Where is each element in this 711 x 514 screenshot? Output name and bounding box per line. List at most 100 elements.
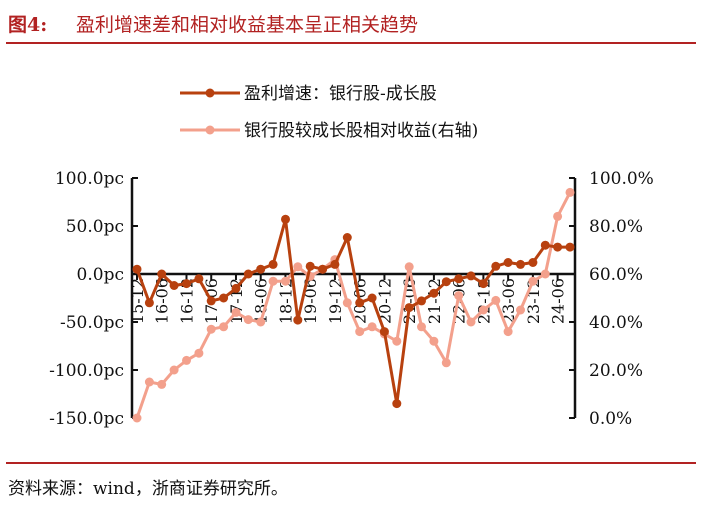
series-2-point [367, 322, 377, 332]
series-2-point [231, 307, 241, 317]
x-tick-label: 19-06 [301, 278, 320, 324]
series-1-point [169, 281, 179, 290]
left-tick-label: -100.0pc [49, 361, 124, 381]
series-2-point [281, 276, 290, 286]
series-2-point [454, 291, 464, 301]
left-tick-label: 0.0pc [77, 265, 124, 285]
series-2-point [478, 305, 488, 315]
series-1-point [132, 264, 142, 274]
series-1-point [565, 242, 575, 252]
series-1-point [293, 315, 303, 325]
x-tick-label: 16-12 [177, 278, 196, 324]
series-2-point [540, 269, 550, 279]
series-2-point [169, 365, 179, 375]
series-1-point [454, 274, 464, 284]
figure-header: 图4: 盈利增速差和相对收益基本呈正相关趋势 [0, 0, 711, 44]
series-1-point [305, 261, 315, 271]
series-1-point [157, 269, 167, 279]
series-1-point [491, 261, 501, 271]
left-tick-label: -50.0pc [60, 313, 124, 333]
series-2-point [132, 413, 142, 423]
series-2-point [144, 377, 154, 387]
x-tick-label: 19-12 [326, 278, 345, 324]
right-tick-label: 20.0% [589, 361, 643, 381]
figure-title: 盈利增速差和相对收益基本呈正相关趋势 [76, 14, 419, 36]
series-layer [132, 187, 575, 423]
series-1-point [243, 269, 253, 279]
series-2-point [503, 327, 513, 337]
header-rule [6, 42, 696, 44]
series-1-point [318, 264, 328, 274]
series-1-point [528, 258, 538, 267]
series-1-point [281, 214, 290, 224]
legend: 盈利增速：银行股-成长股 银行股较成长股相对收益(右轴) [180, 84, 478, 141]
left-tick-label: -150.0pc [49, 409, 124, 429]
legend-marker-series-2 [205, 125, 215, 135]
series-1-point [516, 259, 525, 269]
series-2-point [404, 262, 414, 272]
series-1-point [478, 279, 488, 289]
series-1-point [553, 242, 563, 252]
series-2-point [243, 315, 253, 325]
right-tick-label: 60.0% [589, 265, 643, 285]
legend-marker-series-1 [205, 88, 215, 98]
right-tick-label: 80.0% [589, 217, 643, 237]
series-1-point [256, 264, 266, 274]
series-2-point [206, 324, 216, 334]
x-tick-label: 23-06 [499, 278, 518, 324]
series-1-point [355, 298, 365, 308]
footer-rule [6, 462, 696, 464]
series-1-point [268, 259, 278, 269]
series-2-point [516, 305, 525, 315]
series-2-point [157, 379, 167, 389]
figure-label: 图4: [8, 14, 48, 36]
series-1-point [182, 279, 191, 289]
right-tick-label: 0.0% [589, 409, 632, 429]
series-2-point [342, 298, 352, 308]
series-1-point [367, 293, 377, 303]
right-tick-label: 100.0% [589, 169, 654, 189]
series-1-point [392, 399, 402, 409]
x-tick-label: 20-12 [375, 278, 394, 324]
x-tick-label: 24-06 [549, 278, 568, 324]
series-2-point [256, 317, 266, 327]
series-1-point [231, 283, 241, 293]
x-tick-label: 16-06 [153, 278, 172, 324]
series-2-point [528, 276, 538, 286]
series-1-point [503, 258, 513, 267]
x-tick-label: 18-12 [276, 278, 295, 324]
series-1-point [194, 274, 204, 284]
source-note: 资料来源：wind，浙商证券研究所。 [8, 479, 288, 499]
series-2-point [293, 262, 303, 272]
x-tick-label: 15-12 [128, 278, 147, 324]
series-1-point [330, 259, 340, 269]
series-1-point [144, 298, 154, 308]
series-1-point [540, 240, 550, 250]
series-1-point [466, 271, 476, 281]
left-tick-label: 50.0pc [66, 217, 124, 237]
series-1-point [342, 233, 352, 242]
series-2-point [182, 355, 191, 365]
series-2-point [429, 336, 439, 346]
x-tick-label: 18-06 [252, 278, 271, 324]
series-2-point [392, 336, 402, 346]
series-2-point [355, 327, 365, 337]
series-2-point [491, 295, 501, 305]
legend-label-series-2: 银行股较成长股相对收益(右轴) [244, 121, 478, 141]
series-1-point [379, 327, 389, 337]
series-2-point [194, 348, 204, 358]
series-2-point [565, 187, 575, 197]
left-tick-label: 100.0pc [55, 169, 124, 189]
right-tick-label: 40.0% [589, 313, 643, 333]
series-2-point [219, 322, 229, 332]
series-1-point [429, 288, 439, 298]
series-2-point [268, 276, 278, 286]
series-1-point [219, 293, 229, 303]
series-2-point [466, 317, 476, 327]
series-1-point [404, 303, 414, 313]
series-2-point [417, 322, 426, 332]
series-2-point [553, 211, 563, 221]
series-1-point [441, 277, 451, 287]
series-1-point [417, 296, 426, 306]
